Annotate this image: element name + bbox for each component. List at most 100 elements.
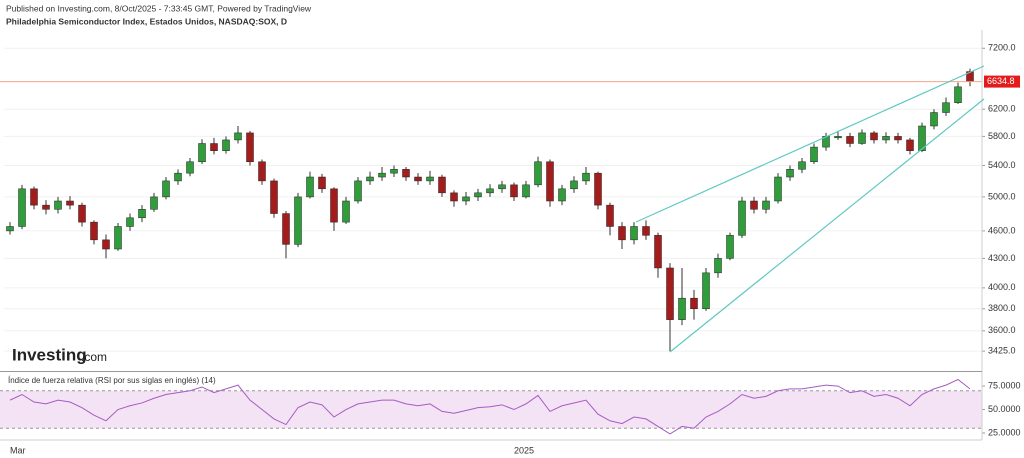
candle-body bbox=[498, 184, 506, 190]
candle-body bbox=[426, 176, 434, 182]
candle-body bbox=[858, 132, 866, 144]
trend-line bbox=[669, 98, 985, 353]
candle-body bbox=[930, 112, 938, 127]
candle-body bbox=[114, 226, 122, 250]
candle-body bbox=[954, 86, 962, 103]
logo-name: Investing bbox=[12, 345, 87, 364]
candle-body bbox=[438, 176, 446, 194]
candle-body bbox=[306, 176, 314, 198]
candle-body bbox=[906, 139, 914, 151]
candle-body bbox=[354, 180, 362, 202]
y-tick-label: 7200.0 bbox=[988, 43, 1016, 53]
candle-body bbox=[54, 200, 62, 210]
candle-body bbox=[66, 200, 74, 206]
candle-body bbox=[390, 169, 398, 174]
candle-body bbox=[318, 176, 326, 190]
candle-body bbox=[42, 204, 50, 210]
candle-body bbox=[690, 297, 698, 310]
candle-body bbox=[714, 258, 722, 274]
candle-body bbox=[882, 136, 890, 141]
candle-body bbox=[666, 267, 674, 320]
candle-body bbox=[942, 102, 950, 113]
candle-body bbox=[18, 188, 26, 227]
candle-body bbox=[726, 235, 734, 259]
candle-body bbox=[606, 204, 614, 227]
chart-subtitle: Published on Investing.com, 8/Oct/2025 -… bbox=[6, 3, 312, 13]
y-tick-label: 3600.0 bbox=[988, 325, 1016, 335]
candle-body bbox=[30, 188, 38, 206]
candle-body bbox=[810, 146, 818, 163]
candle-body bbox=[486, 188, 494, 194]
candle-body bbox=[630, 226, 638, 241]
candle-body bbox=[402, 169, 410, 178]
x-tick-label: Mar bbox=[10, 445, 26, 455]
candle-body bbox=[738, 200, 746, 236]
y-tick-label: 3425.0 bbox=[988, 345, 1016, 355]
candle-body bbox=[642, 226, 650, 236]
y-tick-label: 75.0000 bbox=[988, 380, 1021, 390]
candle-body bbox=[78, 204, 86, 223]
candle-body bbox=[330, 188, 338, 223]
candle-body bbox=[510, 184, 518, 198]
candle-body bbox=[6, 226, 14, 232]
candle-body bbox=[870, 132, 878, 141]
candle-body bbox=[174, 172, 182, 182]
candle-body bbox=[222, 139, 230, 151]
candle-body bbox=[234, 132, 242, 141]
candle-body bbox=[678, 297, 686, 320]
candle-body bbox=[798, 161, 806, 170]
y-tick-label: 25.0000 bbox=[988, 427, 1021, 437]
candle-body bbox=[450, 192, 458, 202]
last-price-label: 6634.8 bbox=[987, 76, 1015, 86]
candle-body bbox=[162, 180, 170, 198]
candle-body bbox=[582, 172, 590, 182]
candle-body bbox=[270, 180, 278, 214]
candle-body bbox=[546, 161, 554, 202]
marks: 7200.0 6200.0 5800.0 5400.0 5000.0 4600.0 4300… bbox=[0, 43, 1021, 455]
candle-body bbox=[246, 132, 254, 163]
chart-title: Philadelphia Semiconductor Index, Estado… bbox=[6, 16, 287, 26]
candle-body bbox=[750, 200, 758, 210]
candle-body bbox=[594, 172, 602, 206]
y-tick-label: 3800.0 bbox=[988, 303, 1016, 313]
candle-body bbox=[918, 125, 926, 151]
logo-suffix: .com bbox=[81, 350, 107, 364]
candle-body bbox=[102, 239, 110, 250]
y-tick-label: 4300.0 bbox=[988, 253, 1016, 263]
trend-line bbox=[635, 65, 985, 223]
candle-body bbox=[462, 196, 470, 202]
candle-body bbox=[366, 176, 374, 182]
candle-body bbox=[210, 143, 218, 151]
candle-body bbox=[894, 136, 902, 141]
candle-body bbox=[618, 226, 626, 241]
y-tick-label: 5000.0 bbox=[988, 191, 1016, 201]
candle-body bbox=[522, 184, 530, 198]
candle-body bbox=[474, 192, 482, 198]
x-tick-label: 2025 bbox=[514, 445, 534, 455]
y-tick-label: 5400.0 bbox=[988, 160, 1016, 170]
candle-body bbox=[846, 136, 854, 144]
candle-body bbox=[126, 217, 134, 227]
candle-body bbox=[90, 221, 98, 241]
candle-body bbox=[138, 209, 146, 219]
y-tick-label: 4600.0 bbox=[988, 225, 1016, 235]
candle-body bbox=[702, 272, 710, 310]
y-tick-label: 5800.0 bbox=[988, 131, 1016, 141]
y-tick-label: 4000.0 bbox=[988, 282, 1016, 292]
candle-body bbox=[150, 196, 158, 210]
candle-body bbox=[534, 161, 542, 186]
last-price-box bbox=[984, 75, 1020, 88]
y-tick-label: 6200.0 bbox=[988, 104, 1016, 114]
y-tick-label: 50.0000 bbox=[988, 404, 1021, 414]
candle-body bbox=[834, 136, 842, 139]
candle-body bbox=[342, 200, 350, 223]
candle-body bbox=[762, 200, 770, 210]
rsi-line bbox=[9, 378, 971, 435]
candle-body bbox=[654, 235, 662, 269]
candle-body bbox=[558, 188, 566, 202]
candle-body bbox=[786, 169, 794, 178]
candle-body bbox=[198, 143, 206, 163]
candle-body bbox=[186, 161, 194, 174]
candle-body bbox=[774, 176, 782, 202]
